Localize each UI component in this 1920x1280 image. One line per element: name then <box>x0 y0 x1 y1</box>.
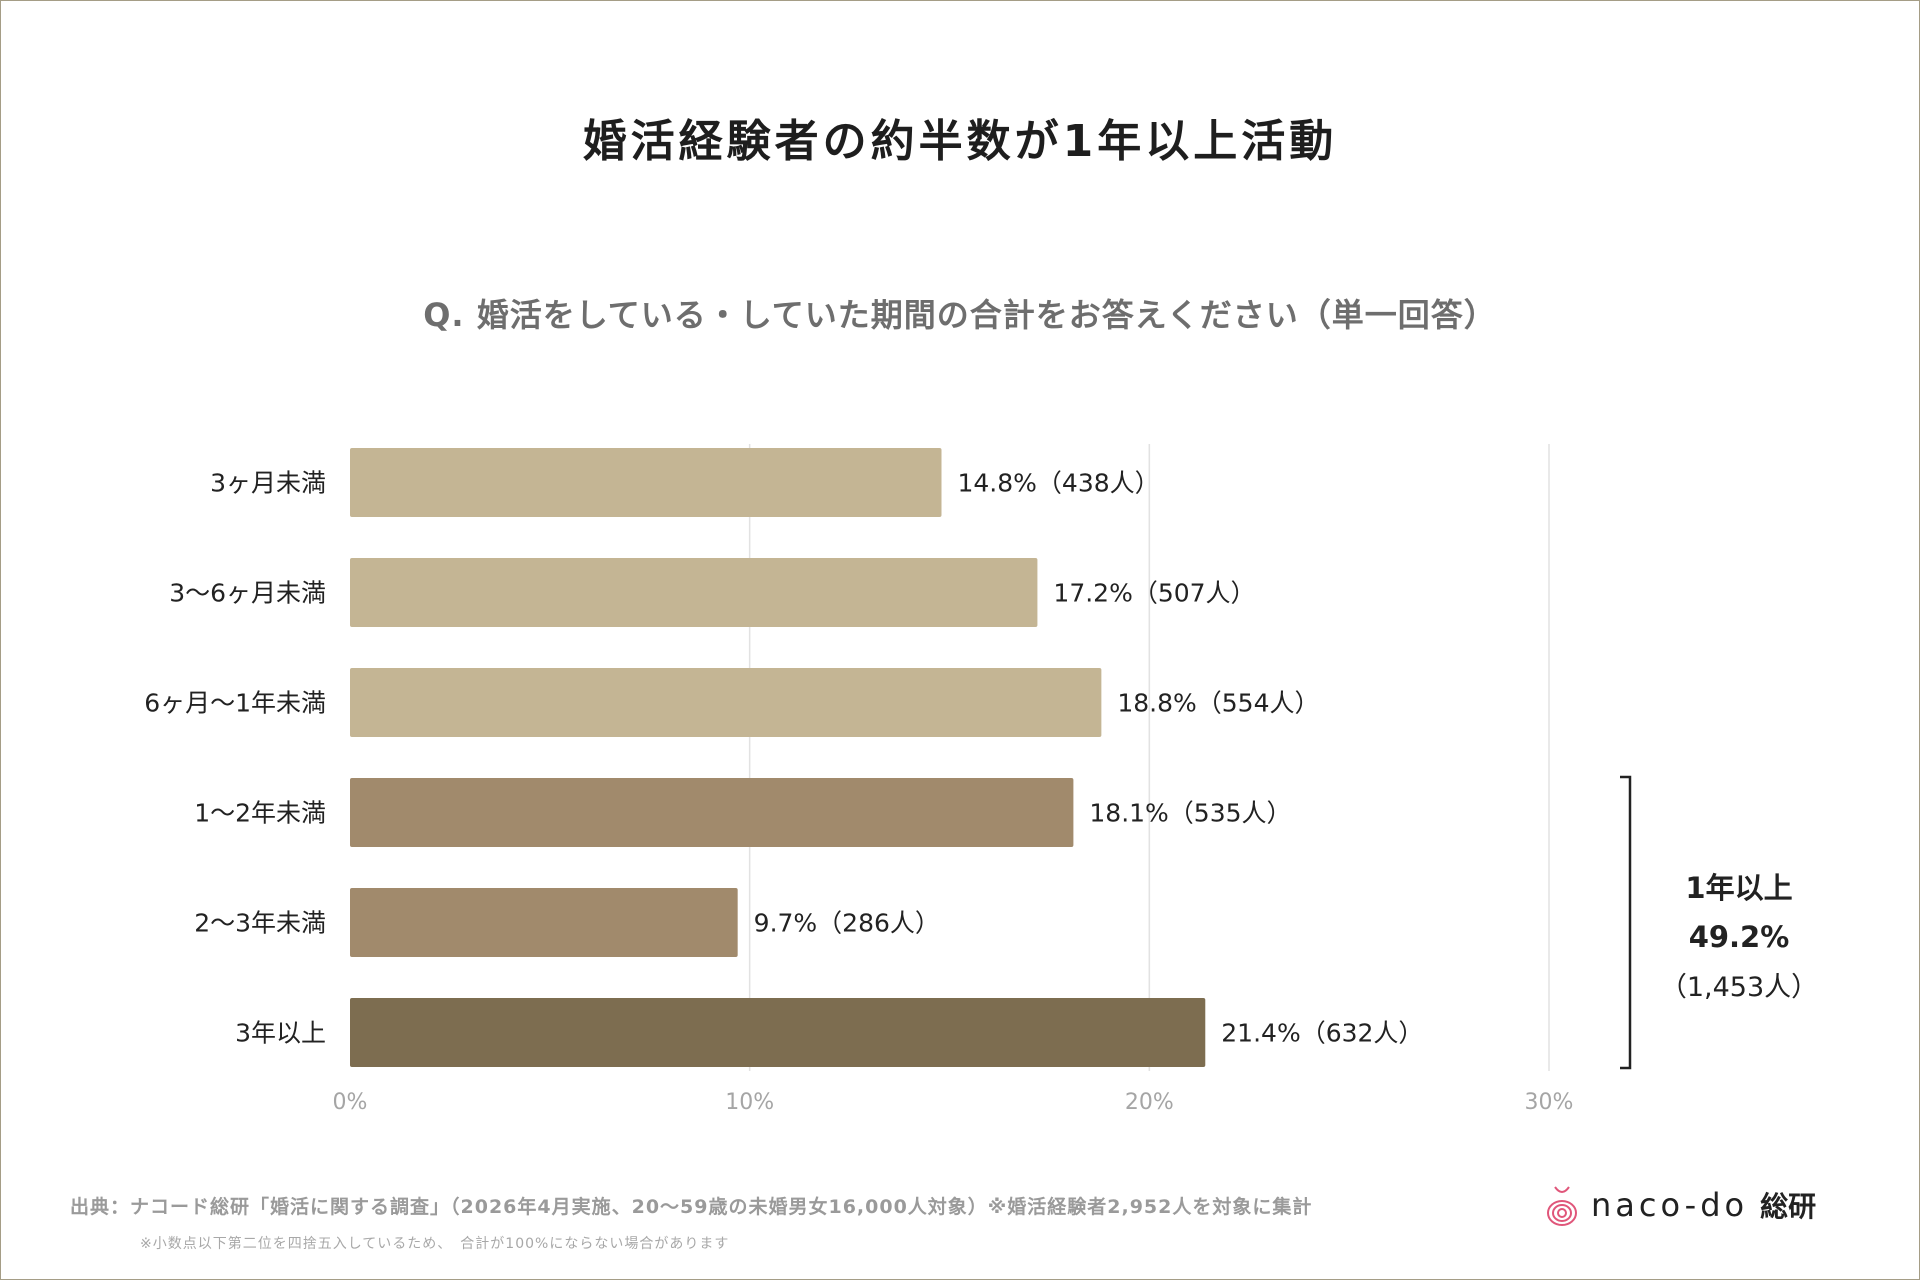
category-label: 3ヶ月未満 <box>210 469 326 498</box>
question-subtitle: Q. 婚活をしている・していた期間の合計をお答えください（単一回答） <box>423 296 1497 334</box>
category-label: 3〜6ヶ月未満 <box>169 579 326 608</box>
logo-suffix: 総研 <box>1760 1190 1817 1223</box>
category-label: 3年以上 <box>235 1019 326 1048</box>
x-tick-label: 10% <box>725 1090 774 1115</box>
bar <box>350 778 1074 847</box>
x-tick-label: 0% <box>333 1090 368 1115</box>
data-label: 18.1%（535人） <box>1089 799 1291 828</box>
category-label: 2〜3年未満 <box>194 909 326 938</box>
logo: naco-do 総研 <box>1545 1183 1816 1227</box>
bar <box>350 448 942 517</box>
source-text: 出典：ナコード総研「婚活に関する調査」（2026年4月実施、20〜59歳の未婚男… <box>70 1196 1313 1218</box>
bar <box>350 558 1038 627</box>
page-title: 婚活経験者の約半数が1年以上活動 <box>582 116 1338 167</box>
data-label: 17.2%（507人） <box>1053 579 1255 608</box>
data-label: 14.8%（438人） <box>958 469 1160 498</box>
logo-text: naco-do <box>1591 1186 1749 1224</box>
bar <box>350 668 1102 737</box>
data-label: 18.8%（554人） <box>1117 689 1319 718</box>
annotation-label: 1年以上 <box>1685 871 1792 905</box>
bar <box>350 998 1206 1067</box>
category-label: 6ヶ月〜1年未満 <box>144 689 326 718</box>
data-label: 21.4%（632人） <box>1221 1019 1423 1048</box>
annotation-value: 49.2% <box>1689 920 1790 954</box>
x-tick-label: 30% <box>1525 1090 1574 1115</box>
annotation-count: （1,453人） <box>1660 972 1818 1003</box>
logo-mark-icon <box>1547 1186 1577 1226</box>
x-tick-label: 20% <box>1125 1090 1174 1115</box>
category-label: 1〜2年未満 <box>194 799 326 828</box>
data-label: 9.7%（286人） <box>754 909 940 938</box>
bar <box>350 888 738 957</box>
bracket <box>1620 775 1632 1070</box>
rounding-note: ※小数点以下第二位を四捨五入しているため、 合計が100%にならない場合がありま… <box>140 1236 730 1252</box>
